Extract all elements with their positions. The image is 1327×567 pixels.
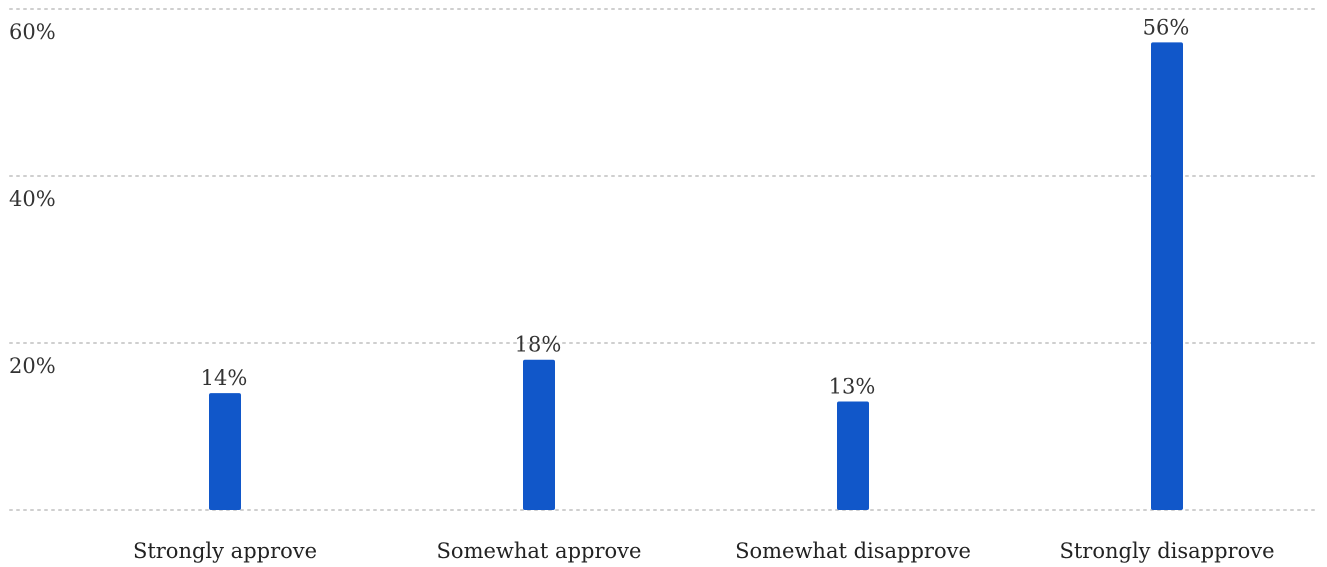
x-axis-categories: Strongly approve Somewhat approve Somewhat… — [133, 539, 1275, 563]
y-tick-label: 60% — [9, 20, 56, 44]
y-axis-ticks: 20% 40% 60% — [9, 20, 56, 378]
gridlines — [9, 8, 1320, 511]
bar — [837, 401, 869, 510]
data-label: 18% — [515, 333, 562, 357]
bar — [209, 393, 241, 510]
bar — [1151, 42, 1183, 511]
bar — [523, 359, 555, 510]
bars — [209, 42, 1183, 511]
data-labels: 14% 18% 13% 56% — [201, 15, 1190, 398]
x-tick-label: Strongly approve — [133, 539, 317, 563]
data-label: 13% — [829, 374, 876, 398]
x-tick-label: Somewhat disapprove — [735, 539, 971, 563]
x-tick-label: Strongly disapprove — [1059, 539, 1274, 563]
data-label: 56% — [1143, 15, 1190, 39]
y-tick-label: 40% — [9, 187, 56, 211]
y-tick-label: 20% — [9, 354, 56, 378]
x-tick-label: Somewhat approve — [437, 539, 642, 563]
data-label: 14% — [201, 366, 248, 390]
